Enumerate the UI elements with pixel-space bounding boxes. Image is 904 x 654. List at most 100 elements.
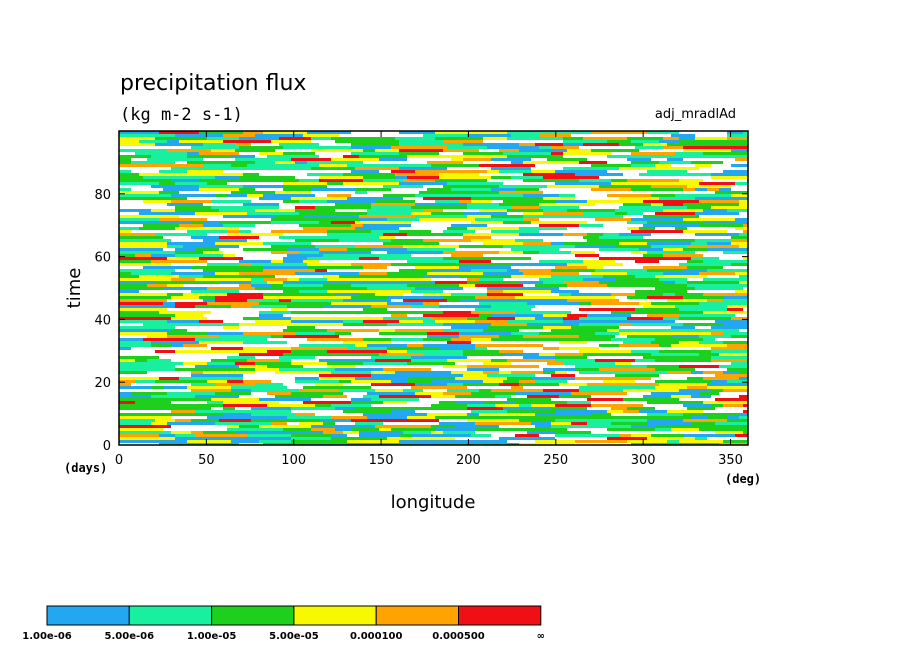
field-cell	[663, 182, 699, 185]
field-cell	[403, 431, 419, 434]
field-cell	[455, 263, 511, 266]
field-cell	[231, 191, 263, 194]
field-cell	[727, 422, 748, 425]
field-cell	[387, 350, 407, 353]
field-cell	[619, 344, 659, 347]
field-cell	[339, 380, 351, 383]
field-cell	[739, 275, 748, 278]
field-cell	[191, 221, 203, 224]
field-cell	[707, 383, 747, 386]
field-cell	[447, 227, 467, 230]
field-cell	[647, 251, 695, 254]
field-cell	[507, 320, 563, 323]
field-cell	[131, 392, 167, 395]
field-cell	[467, 419, 519, 422]
field-cell	[195, 278, 251, 281]
field-cell	[119, 164, 155, 167]
field-cell	[267, 167, 311, 170]
field-cell	[255, 362, 291, 365]
field-cell	[215, 296, 263, 299]
field-cell	[339, 281, 395, 284]
field-cell	[543, 389, 579, 392]
field-cell	[343, 323, 387, 326]
field-cell	[119, 428, 163, 431]
field-cell	[155, 419, 175, 422]
field-cell	[399, 182, 447, 185]
field-cell	[611, 338, 655, 341]
field-cell	[531, 404, 555, 407]
field-cell	[267, 281, 283, 284]
field-cell	[167, 320, 199, 323]
field-cell	[467, 194, 523, 197]
field-cell	[591, 149, 639, 152]
field-cell	[655, 332, 711, 335]
field-cell	[167, 392, 215, 395]
field-cell	[419, 431, 431, 434]
field-cell	[539, 251, 571, 254]
field-cell	[683, 146, 707, 149]
field-cell	[203, 431, 235, 434]
field-cell	[191, 371, 203, 374]
field-cell	[227, 233, 283, 236]
field-cell	[119, 332, 167, 335]
field-cell	[567, 299, 619, 302]
field-cell	[467, 134, 511, 137]
field-cell	[443, 143, 463, 146]
field-cell	[391, 170, 415, 173]
field-cell	[631, 140, 659, 143]
field-cell	[543, 347, 559, 350]
field-cell	[287, 248, 319, 251]
field-cell	[459, 275, 511, 278]
field-cell	[387, 251, 443, 254]
field-cell	[187, 440, 231, 443]
field-cell	[119, 329, 147, 332]
field-cell	[383, 194, 415, 197]
field-cell	[679, 137, 695, 140]
field-cell	[143, 338, 195, 341]
field-cell	[607, 140, 631, 143]
field-cell	[119, 413, 167, 416]
field-cell	[119, 194, 171, 197]
field-cell	[171, 167, 227, 170]
field-cell	[651, 353, 679, 356]
field-cell	[395, 281, 435, 284]
field-cell	[519, 404, 531, 407]
field-cell	[363, 362, 407, 365]
field-cell	[439, 347, 475, 350]
field-cell	[119, 275, 139, 278]
field-cell	[307, 131, 351, 134]
field-cell	[323, 275, 339, 278]
field-cell	[191, 431, 203, 434]
field-cell	[603, 239, 651, 242]
field-cell	[487, 326, 543, 329]
field-cell	[647, 257, 691, 260]
field-cell	[279, 236, 323, 239]
field-cell	[143, 176, 183, 179]
field-cell	[303, 401, 351, 404]
colorbar-label: 5.00e-06	[105, 631, 155, 642]
field-cell	[239, 275, 275, 278]
field-cell	[743, 224, 748, 227]
field-cell	[119, 371, 147, 374]
field-cell	[155, 281, 207, 284]
field-cell	[567, 284, 607, 287]
field-cell	[351, 443, 391, 445]
field-cell	[739, 281, 748, 284]
field-cell	[539, 278, 583, 281]
field-cell	[491, 359, 507, 362]
field-cell	[491, 215, 523, 218]
field-cell	[119, 431, 139, 434]
field-cell	[611, 179, 627, 182]
field-cell	[323, 395, 347, 398]
field-cell	[323, 236, 379, 239]
field-cell	[611, 353, 651, 356]
field-cell	[247, 194, 263, 197]
field-cell	[367, 416, 407, 419]
field-cell	[119, 386, 151, 389]
field-cell	[351, 380, 391, 383]
field-cell	[471, 269, 507, 272]
field-cell	[351, 152, 399, 155]
field-cell	[559, 395, 591, 398]
field-cell	[479, 164, 535, 167]
field-cell	[175, 434, 195, 437]
